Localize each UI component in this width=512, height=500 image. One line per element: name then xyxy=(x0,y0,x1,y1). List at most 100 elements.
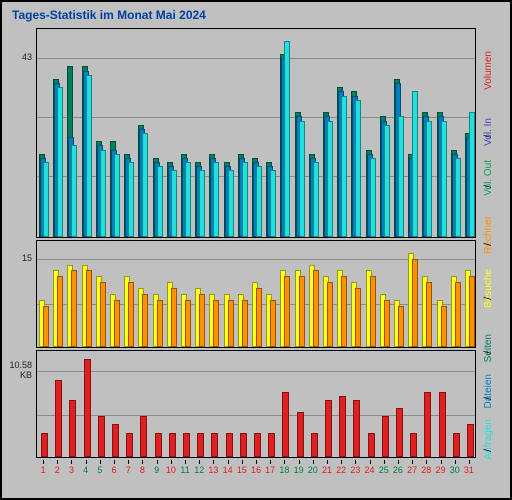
xtick-mark xyxy=(256,460,257,464)
gridline xyxy=(37,371,475,372)
bar-anfragen xyxy=(355,100,361,237)
bar-volumen xyxy=(183,433,190,457)
bar-rechner xyxy=(157,300,163,347)
legend-sep: / xyxy=(483,297,494,300)
xtick-label: 27 xyxy=(407,465,417,475)
bar-rechner xyxy=(455,282,461,347)
xtick-label: 18 xyxy=(279,465,289,475)
bar-rechner xyxy=(185,300,191,347)
xtick-label: 4 xyxy=(83,465,88,475)
xtick-label: 29 xyxy=(436,465,446,475)
xtick-mark xyxy=(412,460,413,464)
bar-volumen xyxy=(282,392,289,457)
bar-anfragen xyxy=(398,116,404,237)
bar-volumen xyxy=(325,400,332,457)
xtick-label: 15 xyxy=(237,465,247,475)
bar-volumen xyxy=(424,392,431,457)
bar-rechner xyxy=(426,282,432,347)
bar-anfragen xyxy=(114,154,120,237)
bar-volumen xyxy=(140,416,147,457)
xtick-mark xyxy=(100,460,101,464)
bar-rechner xyxy=(171,288,177,347)
xtick-label: 3 xyxy=(69,465,74,475)
bar-volumen xyxy=(41,433,48,457)
bar-volumen xyxy=(297,412,304,457)
bar-anfragen xyxy=(256,166,262,237)
bar-anfragen xyxy=(57,87,63,237)
legend-dateien: Dateien xyxy=(483,374,494,408)
bar-volumen xyxy=(368,433,375,457)
bar-anfragen xyxy=(242,162,248,237)
bar-anfragen xyxy=(341,96,347,237)
bar-anfragen xyxy=(313,162,319,237)
chart-title: Tages-Statistik im Monat Mai 2024 xyxy=(12,8,206,22)
bar-volumen xyxy=(396,408,403,457)
bar-rechner xyxy=(469,276,475,347)
x-axis: 1234567891011121314151617181920212223242… xyxy=(36,460,476,490)
bar-rechner xyxy=(370,276,376,347)
bar-anfragen xyxy=(284,41,290,237)
bar-rechner xyxy=(256,288,262,347)
bar-anfragen xyxy=(171,170,177,237)
bar-volumen xyxy=(211,433,218,457)
gridline xyxy=(37,117,475,118)
bar-rechner xyxy=(228,300,234,347)
bar-volumen xyxy=(197,433,204,457)
bar-volumen xyxy=(339,396,346,457)
xtick-label: 16 xyxy=(251,465,261,475)
xtick-mark xyxy=(142,460,143,464)
legend-sep: / xyxy=(483,351,494,354)
xtick-mark xyxy=(185,460,186,464)
bar-anfragen xyxy=(412,91,418,237)
xtick-label: 24 xyxy=(365,465,375,475)
legend-seiten: Seiten xyxy=(483,334,494,362)
xtick-label: 28 xyxy=(421,465,431,475)
bar-anfragen xyxy=(426,121,432,237)
xtick-mark xyxy=(157,460,158,464)
bar-volumen xyxy=(311,433,318,457)
bar-rechner xyxy=(128,282,134,347)
bar-volumen xyxy=(55,380,62,457)
xtick-label: 26 xyxy=(393,465,403,475)
xtick-label: 14 xyxy=(223,465,233,475)
xtick-mark xyxy=(57,460,58,464)
bar-anfragen xyxy=(86,75,92,237)
legend-sep: / xyxy=(483,135,494,138)
bar-rechner xyxy=(341,276,347,347)
bar-rechner xyxy=(142,294,148,347)
panel-volume xyxy=(36,350,476,458)
xtick-mark xyxy=(355,460,356,464)
bar-rechner xyxy=(299,276,305,347)
ytick-bot: 10.58 KB xyxy=(2,360,32,380)
bar-anfragen xyxy=(43,162,49,237)
right-legend: Anfragen/Dateien/Seiten/Besuche/Rechner/… xyxy=(478,28,508,458)
xtick-label: 7 xyxy=(126,465,131,475)
bar-rechner xyxy=(313,270,319,347)
bar-rechner xyxy=(100,282,106,347)
legend-besuche: Besuche xyxy=(483,269,494,308)
bar-rechner xyxy=(199,294,205,347)
bar-anfragen xyxy=(100,150,106,237)
legend-vol--in: Vol. In xyxy=(483,118,494,146)
ytick-mid: 15 xyxy=(2,253,32,263)
bar-volumen xyxy=(226,433,233,457)
legend-sep: / xyxy=(483,397,494,400)
xtick-label: 31 xyxy=(464,465,474,475)
bar-anfragen xyxy=(157,166,163,237)
xtick-mark xyxy=(426,460,427,464)
bar-rechner xyxy=(270,300,276,347)
bar-anfragen xyxy=(228,170,234,237)
xtick-mark xyxy=(469,460,470,464)
xtick-mark xyxy=(441,460,442,464)
xtick-mark xyxy=(242,460,243,464)
bar-volumen xyxy=(353,400,360,457)
xtick-mark xyxy=(43,460,44,464)
xtick-mark xyxy=(228,460,229,464)
xtick-label: 12 xyxy=(194,465,204,475)
xtick-mark xyxy=(299,460,300,464)
legend-sep: / xyxy=(483,185,494,188)
xtick-mark xyxy=(171,460,172,464)
bar-anfragen xyxy=(71,145,77,237)
bar-rechner xyxy=(71,270,77,347)
bar-rechner xyxy=(327,282,333,347)
